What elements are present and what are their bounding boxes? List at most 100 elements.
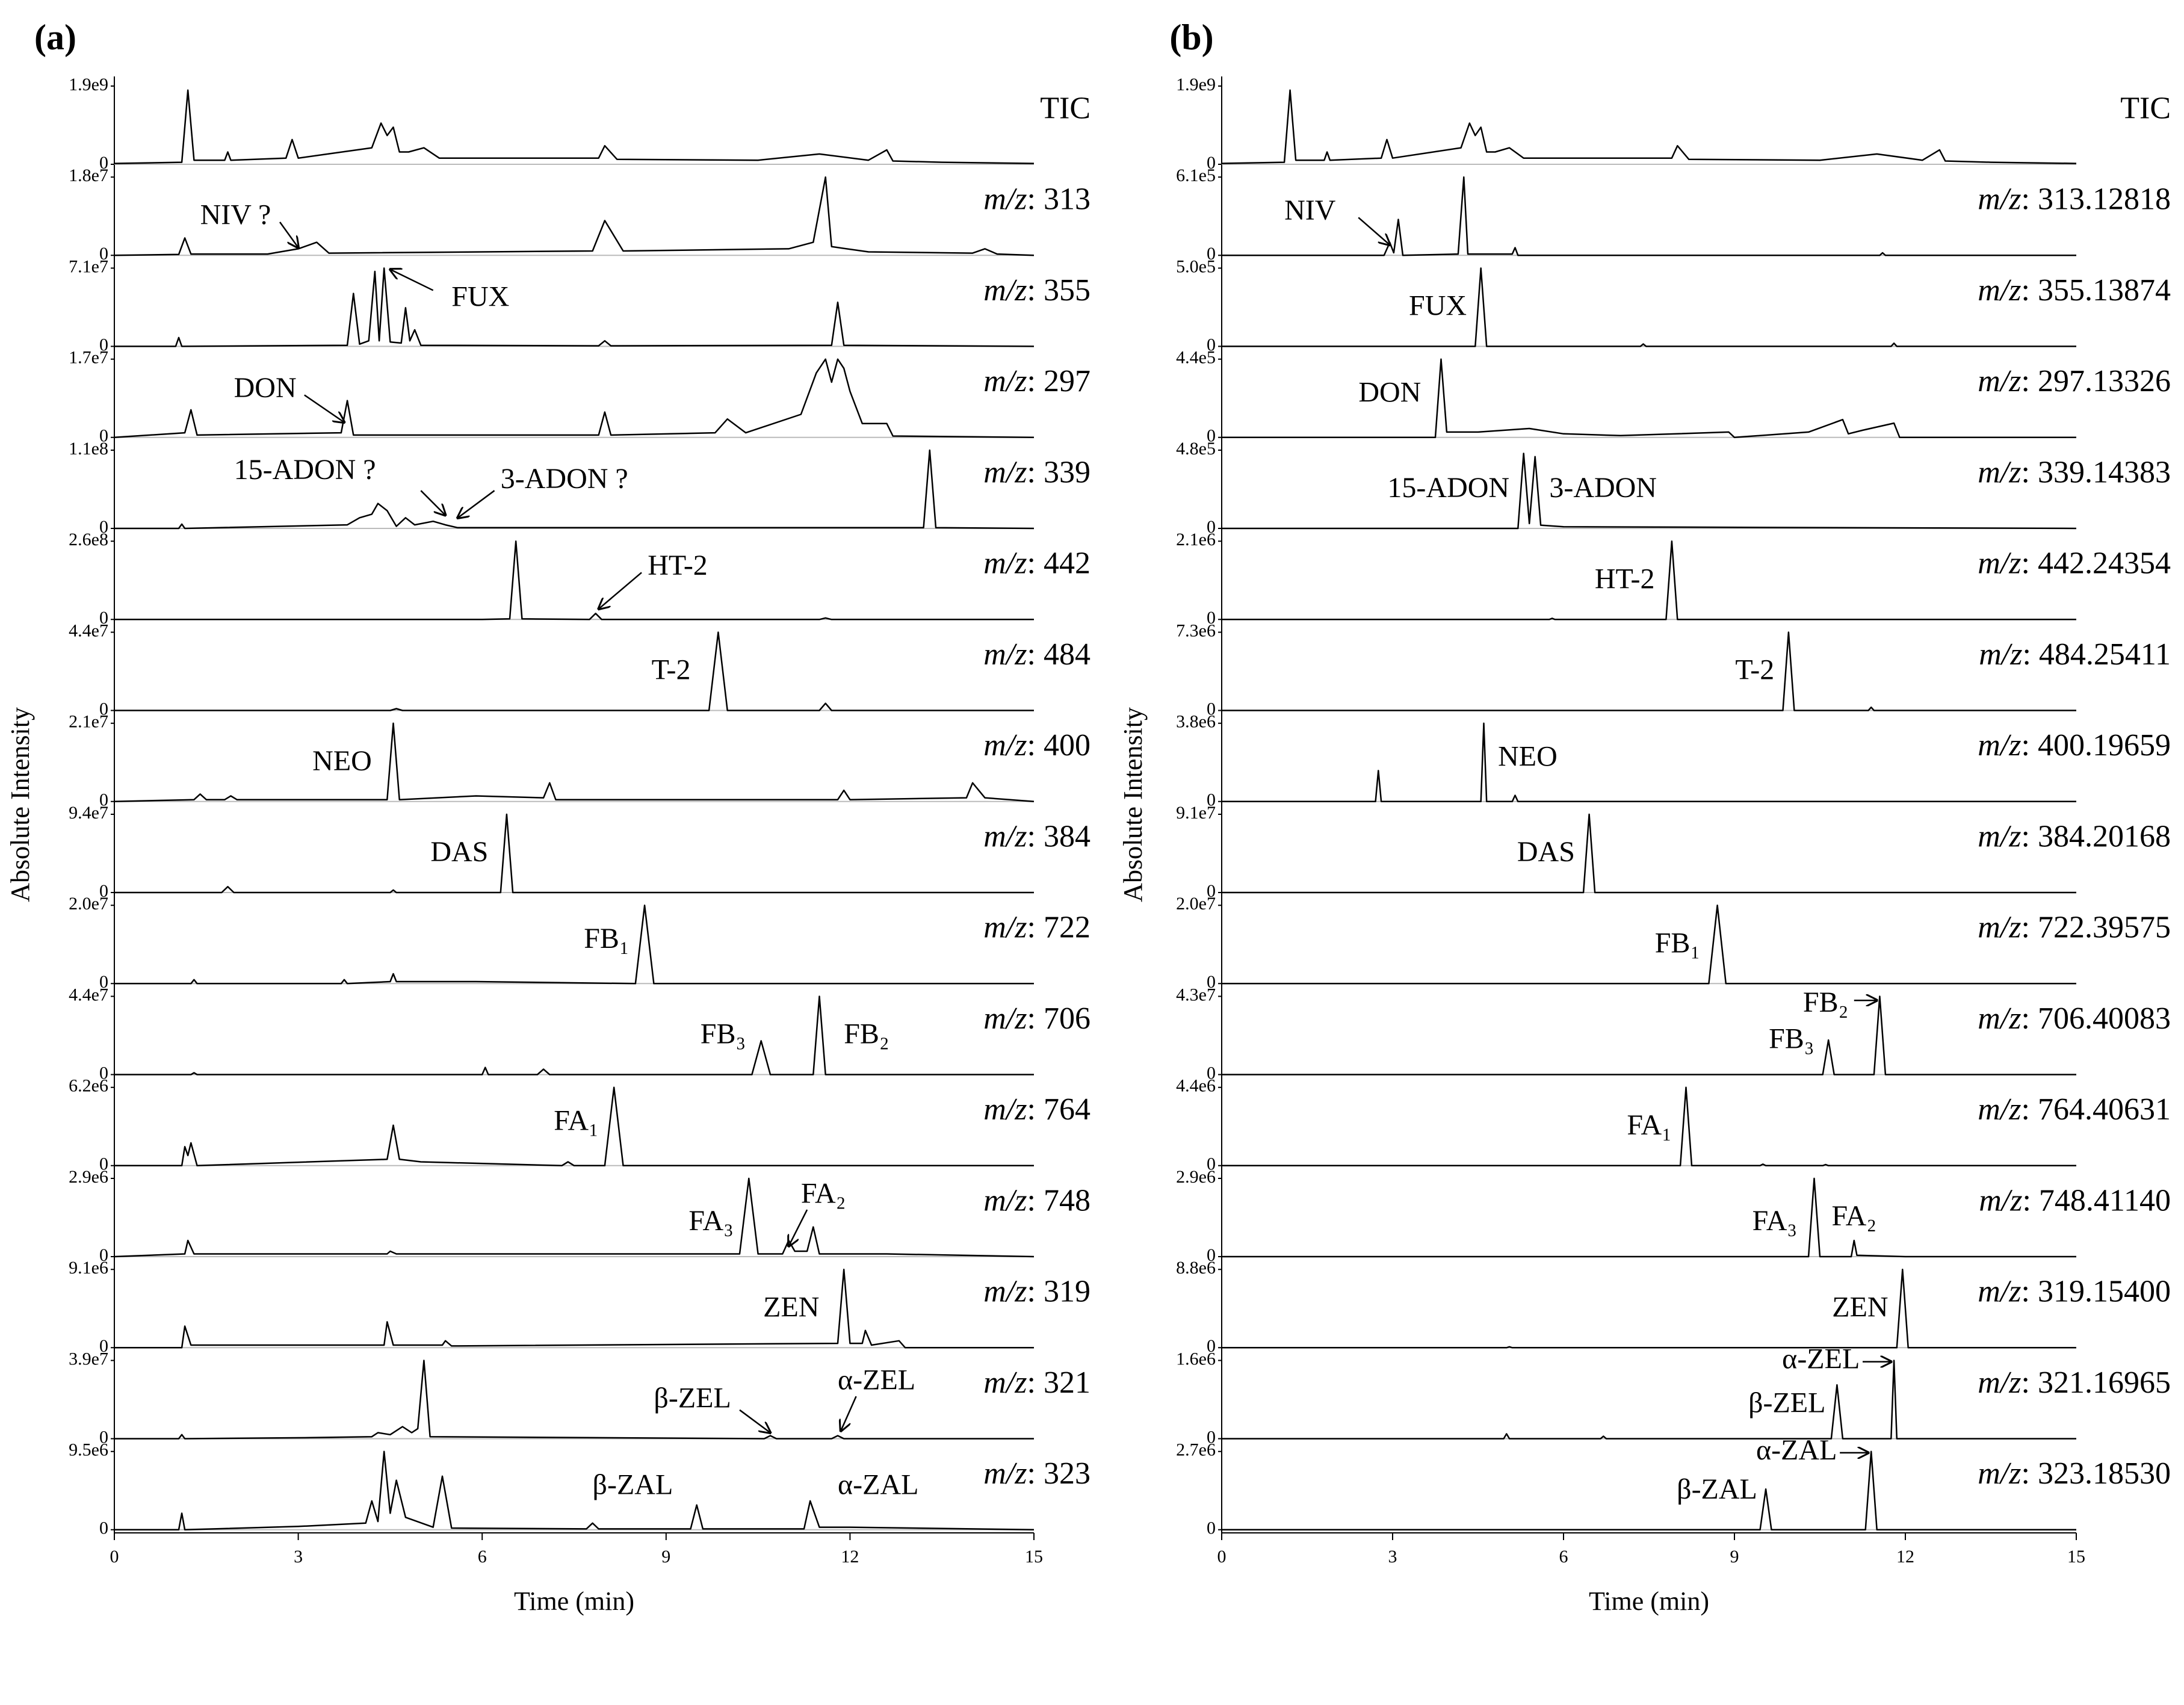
y-tick-label: 0 [99, 153, 108, 173]
y-tick-label: 4.4e5 [1176, 348, 1216, 368]
annotation: FB₂ [844, 1018, 889, 1050]
annotation: DON [234, 372, 297, 404]
annotation: FA₃ [1752, 1205, 1798, 1237]
y-tick-label: 0 [99, 1427, 108, 1447]
trace [114, 176, 1035, 256]
trace-label: m/z: 442 [983, 546, 1090, 581]
annotation: β-ZEL [1748, 1387, 1825, 1419]
panel-label: (b) [1169, 17, 1213, 57]
trace-label: m/z: 313 [983, 182, 1090, 217]
y-tick-label: 0 [99, 1245, 108, 1265]
trace [1221, 89, 2077, 164]
annotation: FUX [1409, 290, 1467, 322]
annotation: ZEN [763, 1291, 819, 1323]
trace [114, 1177, 1035, 1258]
y-tick-label: 0 [1207, 1154, 1216, 1174]
annotation: 15-ADON ? [234, 454, 376, 486]
annotation: NEO [312, 745, 372, 777]
y-tick-label: 1.7e7 [69, 348, 108, 368]
trace [1222, 453, 2077, 530]
trace-label: m/z: 442.24354 [1978, 546, 2171, 581]
y-tick-label: 0 [1207, 153, 1216, 173]
annotation: α-ZAL [838, 1468, 918, 1500]
annotation: DON [1358, 376, 1421, 408]
annotation: FUX [451, 281, 509, 313]
trace-label: m/z: 321.16965 [1978, 1366, 2171, 1400]
annotation: FA₂ [801, 1177, 846, 1209]
y-tick-label: 4.8e5 [1176, 439, 1216, 459]
y-tick-label: 4.4e6 [1176, 1076, 1216, 1096]
y-tick-label: 0 [1207, 608, 1216, 628]
trace-label: TIC [2120, 91, 2171, 125]
y-tick-label: 9.4e7 [69, 803, 108, 823]
y-tick-label: 0 [1207, 790, 1216, 810]
y-tick-label: 3.8e6 [1176, 712, 1216, 732]
trace-label: m/z: 384 [983, 819, 1090, 853]
trace [1222, 1086, 2076, 1167]
y-tick-label: 9.1e7 [1176, 803, 1216, 823]
annotation: β-ZEL [654, 1382, 731, 1414]
x-tick-label: 0 [1217, 1547, 1227, 1567]
y-tick-label: 0 [99, 881, 108, 901]
x-axis-label: Time (min) [514, 1586, 634, 1616]
y-tick-label: 0 [1207, 517, 1216, 537]
annotation: α-ZAL [1756, 1434, 1837, 1466]
y-tick-label: 0 [99, 699, 108, 719]
y-axis-label: Absolute Intensity [5, 707, 35, 902]
y-tick-label: 2.6e8 [69, 530, 108, 549]
y-tick-label: 6.2e6 [69, 1076, 108, 1096]
trace [1222, 1450, 2076, 1531]
x-tick-label: 15 [1025, 1547, 1043, 1567]
y-tick-label: 2.7e6 [1176, 1440, 1216, 1460]
trace-label: m/z: 400.19659 [1978, 728, 2171, 763]
x-tick-label: 0 [110, 1547, 119, 1567]
x-tick-label: 6 [478, 1547, 487, 1567]
trace-label: m/z: 339 [983, 455, 1090, 489]
trace [114, 358, 1035, 439]
trace [114, 1269, 1034, 1349]
y-tick-label: 0 [1207, 1336, 1216, 1356]
y-tick-label: 9.5e6 [69, 1440, 108, 1460]
annotation: NIV [1284, 194, 1336, 226]
y-tick-label: 4.4e7 [69, 620, 108, 640]
y-tick-label: 0 [1207, 426, 1216, 446]
trace [114, 540, 1034, 620]
annotation: 3-ADON [1549, 472, 1657, 504]
trace-label: m/z: 722 [983, 911, 1090, 945]
y-tick-label: 0 [99, 1518, 108, 1538]
trace [1222, 1269, 2076, 1349]
trace [114, 905, 1034, 985]
y-tick-label: 0 [99, 244, 108, 264]
y-tick-label: 0 [1207, 244, 1216, 264]
trace [1222, 267, 2076, 347]
y-tick-label: 0 [1207, 1518, 1216, 1538]
x-tick-label: 6 [1559, 1547, 1568, 1567]
y-tick-label: 5.0e5 [1176, 256, 1216, 276]
trace [114, 722, 1035, 803]
trace-label: m/z: 339.14383 [1978, 455, 2171, 489]
trace-label: m/z: 748 [983, 1183, 1090, 1218]
y-tick-label: 6.1e5 [1176, 166, 1216, 185]
annotation: FB₁ [1655, 927, 1700, 959]
annotation: 3-ADON ? [501, 463, 628, 495]
y-tick-label: 7.3e6 [1176, 620, 1216, 640]
trace-label: m/z: 355.13874 [1978, 273, 2171, 308]
y-tick-label: 0 [1207, 699, 1216, 719]
trace [114, 1360, 1034, 1440]
y-tick-label: 0 [1207, 335, 1216, 354]
annotation-arrow [789, 1209, 808, 1246]
y-tick-label: 0 [1207, 1427, 1216, 1447]
annotation: FB₃ [1769, 1023, 1814, 1054]
trace [1222, 631, 2076, 711]
annotation: FA₁ [1627, 1109, 1672, 1141]
trace-label: m/z: 384.20168 [1978, 819, 2171, 853]
annotation-arrow [420, 490, 445, 515]
trace-label: m/z: 297 [983, 364, 1090, 398]
x-axis-label: Time (min) [1589, 1586, 1709, 1616]
y-tick-label: 4.4e7 [69, 985, 108, 1004]
trace-label: m/z: 764 [983, 1092, 1090, 1127]
trace-label: m/z: 321 [983, 1366, 1090, 1400]
trace [1222, 722, 2076, 803]
annotation-arrow [279, 221, 299, 247]
annotation-arrow [599, 572, 642, 609]
